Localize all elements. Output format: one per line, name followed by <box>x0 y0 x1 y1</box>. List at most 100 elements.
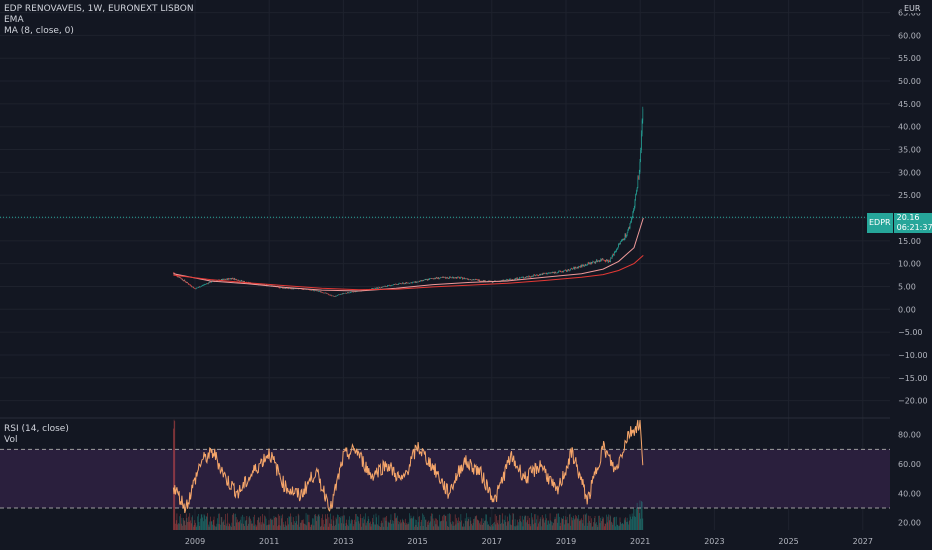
volume-bar <box>250 520 252 530</box>
candle <box>444 276 445 278</box>
candle-body <box>549 272 551 274</box>
candle-body <box>616 249 617 252</box>
volume-bar <box>534 514 535 530</box>
candle <box>418 280 420 282</box>
candle-body <box>579 266 580 267</box>
volume-bar <box>209 521 211 530</box>
candle <box>320 291 322 293</box>
volume-bar <box>417 522 419 530</box>
volume-bar <box>573 515 574 530</box>
volume-bar <box>292 524 293 530</box>
candle-body <box>244 281 246 283</box>
candle <box>559 270 561 272</box>
ema-legend[interactable]: EMA <box>4 15 24 25</box>
volume-bar <box>333 520 335 530</box>
candle-body <box>631 218 632 222</box>
candle <box>230 278 232 280</box>
volume-bar <box>208 526 210 530</box>
volume-bar <box>277 514 279 530</box>
volume-bar <box>564 519 566 530</box>
volume-bar <box>293 525 295 530</box>
candle-body <box>467 278 468 280</box>
volume-bar <box>581 519 583 530</box>
candle-body <box>260 284 261 285</box>
volume-bar <box>475 516 477 530</box>
volume-bar <box>225 514 226 530</box>
candle <box>601 258 603 261</box>
candle <box>576 267 577 269</box>
candle <box>197 287 198 289</box>
candle-body <box>571 268 572 270</box>
currency-label[interactable]: EUR <box>902 4 923 13</box>
candle-body <box>312 290 314 291</box>
candle-body <box>418 280 420 282</box>
volume-bar <box>436 518 437 530</box>
volume-bar <box>327 526 329 530</box>
candle-body <box>596 259 598 262</box>
volume-bar <box>542 519 544 530</box>
ma-legend[interactable]: MA (8, close, 0) <box>4 26 74 36</box>
candle <box>555 271 557 274</box>
volume-bar <box>527 515 529 530</box>
candle-body <box>328 294 330 296</box>
candle <box>344 293 345 294</box>
candle-body <box>333 296 335 297</box>
symbol-title[interactable]: EDP RENOVAVEIS, 1W, EURONEXT LISBON <box>4 4 194 14</box>
volume-bar <box>591 518 592 530</box>
candle <box>457 276 458 279</box>
volume-bar <box>480 524 482 530</box>
volume-bar <box>203 514 205 530</box>
candle-body <box>240 281 241 282</box>
volume-bar <box>541 515 543 530</box>
candle-body <box>231 278 233 280</box>
candle-body <box>447 278 449 279</box>
volume-bar <box>424 519 426 530</box>
candle <box>302 289 303 290</box>
volume-bar <box>543 517 544 530</box>
volume-bar <box>384 517 386 530</box>
volume-bar <box>536 519 537 530</box>
vol-label[interactable]: Vol <box>4 435 18 445</box>
candle <box>577 266 579 269</box>
candle-body <box>638 171 640 178</box>
volume-bar <box>516 519 518 530</box>
volume-bar <box>512 513 514 530</box>
volume-bar <box>594 518 595 530</box>
candle <box>529 276 531 278</box>
candle <box>232 278 234 280</box>
candle-body <box>302 289 304 290</box>
candle <box>235 278 237 280</box>
volume-bar <box>374 524 376 530</box>
candle <box>516 277 518 280</box>
volume-bar <box>546 518 547 530</box>
candle <box>335 295 337 297</box>
candle <box>432 277 434 280</box>
volume-bar <box>402 520 404 530</box>
candle <box>628 226 630 229</box>
rsi-label[interactable]: RSI (14, close) <box>4 424 69 434</box>
volume-bar <box>255 524 256 530</box>
time-axis[interactable]: 2009 2011 2013 2015 2017 2019 2021 2023 2025 2027 <box>185 537 873 546</box>
volume-bar <box>255 526 257 530</box>
volume-bar <box>531 517 533 530</box>
volume-bar <box>391 523 392 530</box>
candle-body <box>400 283 402 285</box>
candle <box>379 287 381 289</box>
candle-body <box>428 279 430 280</box>
volume-bar <box>212 524 213 530</box>
candle-body <box>565 270 567 271</box>
candle <box>606 259 608 262</box>
volume-bar <box>492 526 494 530</box>
candle-body <box>422 280 424 281</box>
candle <box>408 282 410 284</box>
volume-bar <box>317 516 318 530</box>
volume-bar <box>216 523 218 530</box>
candle-body <box>416 281 417 283</box>
candle-body <box>592 261 594 263</box>
candle <box>600 258 602 262</box>
volume-bar <box>189 513 191 530</box>
candle-body <box>448 278 450 279</box>
volume-bar <box>269 524 270 530</box>
